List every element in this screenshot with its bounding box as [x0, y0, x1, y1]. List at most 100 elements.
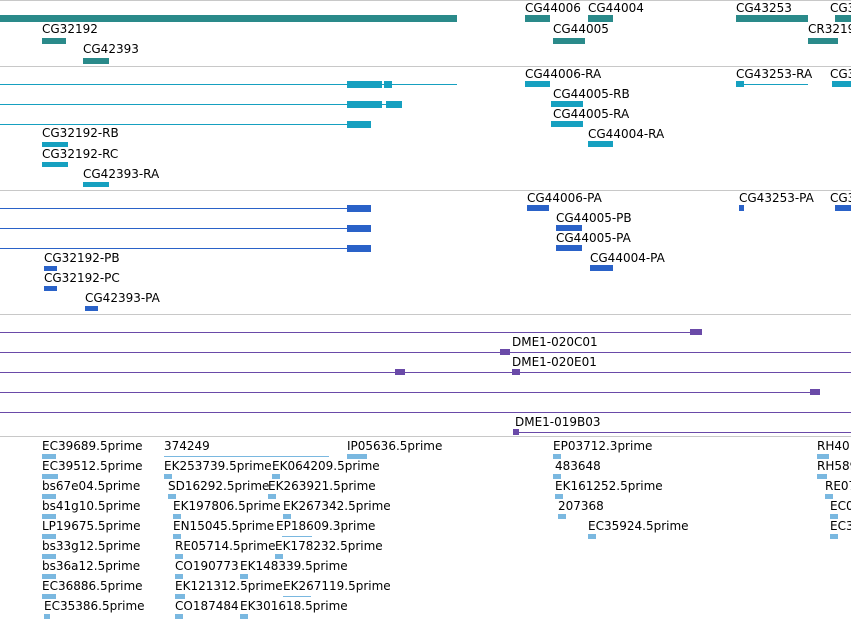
- transcript-label[interactable]: CG42393-RA: [83, 167, 160, 181]
- protein-exon[interactable]: [44, 286, 57, 291]
- est-mark[interactable]: [825, 494, 833, 499]
- protein-label[interactable]: CG32192-PB: [44, 251, 120, 265]
- protein-exon[interactable]: [556, 245, 582, 251]
- est-mark[interactable]: [553, 474, 561, 479]
- est-label[interactable]: 207368: [558, 499, 604, 513]
- gene-label[interactable]: CG44006: [525, 1, 581, 15]
- transcript-label[interactable]: CG3: [830, 67, 851, 81]
- est-label[interactable]: CO187484: [175, 599, 239, 613]
- est-label[interactable]: EK121312.5prime: [175, 579, 283, 593]
- gene-bar-long[interactable]: [0, 15, 457, 22]
- est-label[interactable]: EN15045.5prime: [173, 519, 275, 533]
- est-mark[interactable]: [42, 474, 58, 479]
- est-mark[interactable]: [175, 574, 183, 579]
- est-label[interactable]: bs67e04.5prime: [42, 479, 141, 493]
- protein-exon[interactable]: [85, 306, 98, 311]
- protein-label[interactable]: CG32192-PC: [44, 271, 120, 285]
- est-mark[interactable]: [588, 534, 596, 539]
- gene-bar-cg42393[interactable]: [83, 58, 109, 64]
- est-mark[interactable]: [240, 614, 248, 619]
- transcript-label[interactable]: CG32192-RC: [42, 147, 119, 161]
- gene-label[interactable]: CG32192: [42, 22, 98, 36]
- est-label[interactable]: CO190773: [175, 559, 239, 573]
- protein-exon[interactable]: [556, 225, 582, 231]
- clone-line[interactable]: [0, 372, 851, 373]
- est-label[interactable]: EC39689.5prime: [42, 439, 143, 453]
- protein-label[interactable]: CG42393-PA: [85, 291, 160, 305]
- est-mark[interactable]: [173, 514, 181, 519]
- transcript-exon[interactable]: [384, 81, 392, 88]
- est-label[interactable]: EK267342.5prime: [283, 499, 391, 513]
- est-mark[interactable]: [175, 554, 183, 559]
- est-label[interactable]: EC0: [830, 499, 851, 513]
- gene-label[interactable]: CG3: [830, 1, 851, 15]
- transcript-exon[interactable]: [551, 121, 583, 127]
- transcript-exon[interactable]: [83, 182, 109, 187]
- protein-exon[interactable]: [835, 205, 851, 211]
- protein-label[interactable]: CG44004-PA: [590, 251, 665, 265]
- est-mark[interactable]: [168, 494, 176, 499]
- est-mark[interactable]: [275, 554, 283, 559]
- transcript-exon[interactable]: [347, 81, 382, 88]
- clone-line[interactable]: [0, 392, 820, 393]
- est-mark[interactable]: [817, 474, 827, 479]
- est-mark[interactable]: [347, 454, 367, 459]
- est-mark[interactable]: [240, 574, 248, 579]
- transcript-exon[interactable]: [42, 142, 68, 147]
- transcript-label[interactable]: CG44004-RA: [588, 127, 665, 141]
- est-label[interactable]: LP19675.5prime: [42, 519, 141, 533]
- protein-exon[interactable]: [347, 225, 371, 232]
- transcript-exon[interactable]: [551, 101, 583, 107]
- est-label[interactable]: RE05714.5prime: [175, 539, 276, 553]
- est-label[interactable]: EC39512.5prime: [42, 459, 143, 473]
- est-mark[interactable]: [555, 494, 563, 499]
- transcript-label[interactable]: CG44005-RB: [553, 87, 630, 101]
- gene-bar-cg44004[interactable]: [588, 15, 613, 22]
- est-label[interactable]: EK161252.5prime: [555, 479, 663, 493]
- est-mark[interactable]: [175, 614, 183, 619]
- est-label[interactable]: RH589: [817, 459, 851, 473]
- est-mark[interactable]: [272, 474, 280, 479]
- est-mark[interactable]: [173, 534, 181, 539]
- protein-label[interactable]: CG43253-PA: [739, 191, 814, 205]
- gene-label[interactable]: CG44004: [588, 1, 644, 15]
- clone-line[interactable]: [0, 352, 851, 353]
- est-label[interactable]: EK263921.5prime: [268, 479, 376, 493]
- est-label[interactable]: EK064209.5prime: [272, 459, 380, 473]
- est-mark[interactable]: [42, 454, 56, 459]
- gene-label[interactable]: CR3219: [808, 22, 851, 36]
- gene-bar-cg44006[interactable]: [525, 15, 550, 22]
- est-mark[interactable]: [830, 534, 838, 539]
- transcript-exon[interactable]: [832, 81, 851, 87]
- protein-exon[interactable]: [44, 266, 57, 271]
- gene-label[interactable]: CG42393: [83, 42, 139, 56]
- est-mark[interactable]: [830, 514, 838, 519]
- gene-label[interactable]: CG44005: [553, 22, 609, 36]
- transcript-exon[interactable]: [347, 101, 382, 108]
- est-label[interactable]: EK148339.5prime: [240, 559, 348, 573]
- est-mark[interactable]: [42, 594, 56, 599]
- est-mark[interactable]: [42, 574, 56, 579]
- protein-label[interactable]: CG44006-PA: [527, 191, 602, 205]
- clone-line[interactable]: [0, 332, 700, 333]
- protein-exon[interactable]: [739, 205, 744, 211]
- transcript-label[interactable]: CG44005-RA: [553, 107, 630, 121]
- clone-label[interactable]: DME1-020E01: [512, 355, 597, 369]
- est-label[interactable]: EC35924.5prime: [588, 519, 689, 533]
- est-label[interactable]: SD16292.5prime: [168, 479, 270, 493]
- gene-bar-cg3[interactable]: [835, 15, 851, 22]
- est-mark[interactable]: [283, 514, 291, 519]
- est-mark[interactable]: [42, 514, 56, 519]
- transcript-label[interactable]: CG43253-RA: [736, 67, 813, 81]
- est-label[interactable]: EP03712.3prime: [553, 439, 653, 453]
- transcript-exon[interactable]: [42, 162, 68, 167]
- gene-bar-cg44005[interactable]: [553, 38, 585, 44]
- est-label[interactable]: EK267119.5prime: [283, 579, 391, 593]
- est-label[interactable]: EK178232.5prime: [275, 539, 383, 553]
- est-label[interactable]: bs36a12.5prime: [42, 559, 141, 573]
- est-mark[interactable]: [175, 594, 185, 599]
- transcript-exon[interactable]: [525, 81, 550, 87]
- clone-line[interactable]: [515, 432, 851, 433]
- est-label[interactable]: EK197806.5prime: [173, 499, 281, 513]
- transcript-exon[interactable]: [736, 81, 744, 87]
